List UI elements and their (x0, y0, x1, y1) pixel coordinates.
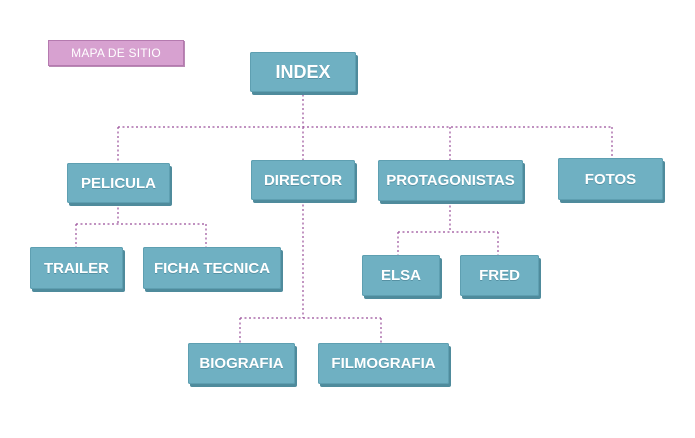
node-trailer: TRAILER (30, 247, 123, 289)
node-filmografia: FILMOGRAFIA (318, 343, 449, 384)
node-ficha-tecnica: FICHA TECNICA (143, 247, 281, 289)
node-index: INDEX (250, 52, 356, 92)
node-pelicula: PELICULA (67, 163, 170, 203)
sitemap-title-tag: MAPA DE SITIO (48, 40, 184, 66)
node-fotos: FOTOS (558, 158, 663, 200)
node-fred: FRED (460, 255, 539, 296)
node-biografia: BIOGRAFIA (188, 343, 295, 384)
node-director: DIRECTOR (251, 160, 355, 200)
node-protagonistas: PROTAGONISTAS (378, 160, 523, 201)
node-elsa: ELSA (362, 255, 440, 296)
